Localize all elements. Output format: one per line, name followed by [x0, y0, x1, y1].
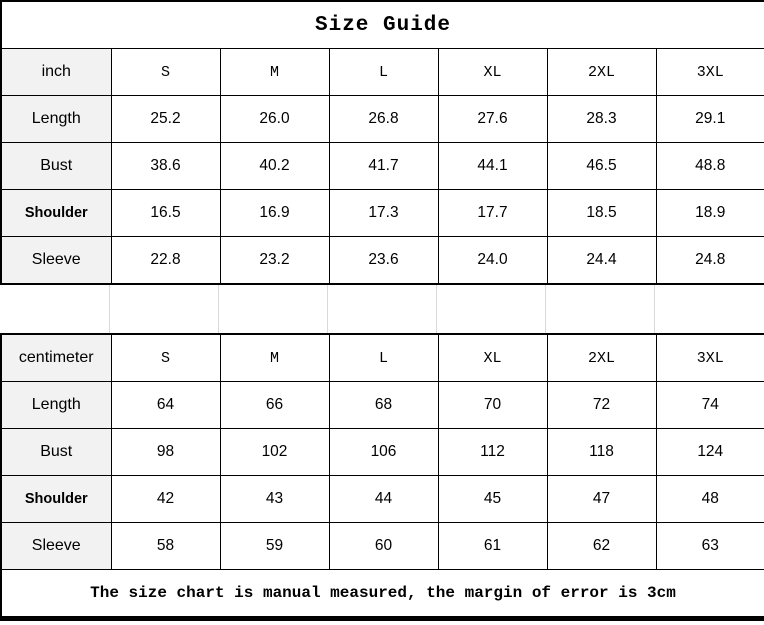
- centimeter-size-table: centimeter S M L XL 2XL 3XL Length 64 66 68 70 72 74 B…: [0, 333, 764, 621]
- footer-section: The size chart is manual measured, the m…: [0, 569, 764, 619]
- measurement-cell: 60: [328, 522, 439, 570]
- spacer-cell: [328, 285, 437, 333]
- measurement-cell: 22.8: [110, 236, 221, 285]
- spacer-cell: [546, 285, 655, 333]
- measurement-cell: 124: [655, 428, 764, 476]
- measurement-cell: 64: [110, 381, 221, 429]
- inch-size-table: Size Guide inch S M L XL 2XL 3XL Length 25.2 26.0…: [0, 0, 764, 285]
- measurement-cell: 45: [437, 475, 548, 523]
- measurement-cell: 23.6: [328, 236, 439, 285]
- measurement-cell: 68: [328, 381, 439, 429]
- footer-note: The size chart is manual measured, the m…: [0, 569, 764, 619]
- size-column-header: L: [328, 333, 439, 382]
- measurement-cell: 42: [110, 475, 221, 523]
- spacer-row: [0, 285, 764, 333]
- measurement-cell: 24.0: [437, 236, 548, 285]
- centimeter-section: centimeter S M L XL 2XL 3XL Length 64 66 68 70 72 74 B…: [0, 333, 764, 570]
- table-row: Length 25.2 26.0 26.8 27.6 28.3 29.1: [0, 95, 764, 143]
- size-column-header: M: [219, 333, 330, 382]
- title-row: Size Guide: [0, 0, 764, 49]
- measurement-cell: 25.2: [110, 95, 221, 143]
- measurement-cell: 26.8: [328, 95, 439, 143]
- size-column-header: S: [110, 333, 221, 382]
- measurement-cell: 102: [219, 428, 330, 476]
- spacer-cell: [0, 285, 110, 333]
- row-label: Bust: [0, 428, 112, 476]
- row-label: Shoulder: [0, 189, 112, 237]
- measurement-cell: 58: [110, 522, 221, 570]
- spacer-cell: [655, 285, 764, 333]
- table-row: Shoulder 16.5 16.9 17.3 17.7 18.5 18.9: [0, 189, 764, 237]
- unit-header-row: inch S M L XL 2XL 3XL: [0, 48, 764, 96]
- size-column-header: 3XL: [655, 333, 764, 382]
- measurement-cell: 59: [219, 522, 330, 570]
- measurement-cell: 72: [546, 381, 657, 429]
- size-column-header: M: [219, 48, 330, 96]
- table-row: Sleeve 58 59 60 61 62 63: [0, 522, 764, 570]
- unit-label: inch: [0, 48, 112, 96]
- measurement-cell: 29.1: [655, 95, 764, 143]
- measurement-cell: 18.5: [546, 189, 657, 237]
- measurement-cell: 27.6: [437, 95, 548, 143]
- measurement-cell: 43: [219, 475, 330, 523]
- measurement-cell: 18.9: [655, 189, 764, 237]
- measurement-cell: 28.3: [546, 95, 657, 143]
- measurement-cell: 106: [328, 428, 439, 476]
- measurement-cell: 24.8: [655, 236, 764, 285]
- row-label: Bust: [0, 142, 112, 190]
- measurement-cell: 47: [546, 475, 657, 523]
- row-label: Length: [0, 95, 112, 143]
- measurement-cell: 44: [328, 475, 439, 523]
- measurement-cell: 41.7: [328, 142, 439, 190]
- measurement-cell: 62: [546, 522, 657, 570]
- measurement-cell: 66: [219, 381, 330, 429]
- measurement-cell: 61: [437, 522, 548, 570]
- measurement-cell: 112: [437, 428, 548, 476]
- page-title: Size Guide: [0, 0, 764, 49]
- measurement-cell: 118: [546, 428, 657, 476]
- footer-row: The size chart is manual measured, the m…: [0, 569, 764, 619]
- table-row: Shoulder 42 43 44 45 47 48: [0, 475, 764, 523]
- measurement-cell: 24.4: [546, 236, 657, 285]
- measurement-cell: 16.9: [219, 189, 330, 237]
- title-section: Size Guide: [0, 0, 764, 49]
- size-column-header: XL: [437, 333, 548, 382]
- table-row: Length 64 66 68 70 72 74: [0, 381, 764, 429]
- measurement-cell: 98: [110, 428, 221, 476]
- row-label: Sleeve: [0, 236, 112, 285]
- spacer-cell: [110, 285, 219, 333]
- measurement-cell: 48.8: [655, 142, 764, 190]
- spacer-cell: [219, 285, 328, 333]
- spacer-cell: [437, 285, 546, 333]
- table-row: Bust 38.6 40.2 41.7 44.1 46.5 48.8: [0, 142, 764, 190]
- measurement-cell: 44.1: [437, 142, 548, 190]
- table-row: Bust 98 102 106 112 118 124: [0, 428, 764, 476]
- size-column-header: XL: [437, 48, 548, 96]
- measurement-cell: 38.6: [110, 142, 221, 190]
- measurement-cell: 17.3: [328, 189, 439, 237]
- measurement-cell: 70: [437, 381, 548, 429]
- size-column-header: L: [328, 48, 439, 96]
- row-label: Shoulder: [0, 475, 112, 523]
- size-column-header: S: [110, 48, 221, 96]
- row-label: Sleeve: [0, 522, 112, 570]
- measurement-cell: 46.5: [546, 142, 657, 190]
- size-column-header: 2XL: [546, 333, 657, 382]
- measurement-cell: 26.0: [219, 95, 330, 143]
- measurement-cell: 63: [655, 522, 764, 570]
- measurement-cell: 74: [655, 381, 764, 429]
- row-label: Length: [0, 381, 112, 429]
- measurement-cell: 16.5: [110, 189, 221, 237]
- inch-section: inch S M L XL 2XL 3XL Length 25.2 26.0 26.8 27.6 28.…: [0, 48, 764, 285]
- measurement-cell: 48: [655, 475, 764, 523]
- measurement-cell: 17.7: [437, 189, 548, 237]
- measurement-cell: 40.2: [219, 142, 330, 190]
- size-column-header: 3XL: [655, 48, 764, 96]
- table-row: Sleeve 22.8 23.2 23.6 24.0 24.4 24.8: [0, 236, 764, 285]
- size-column-header: 2XL: [546, 48, 657, 96]
- unit-label: centimeter: [0, 333, 112, 382]
- measurement-cell: 23.2: [219, 236, 330, 285]
- unit-header-row: centimeter S M L XL 2XL 3XL: [0, 333, 764, 382]
